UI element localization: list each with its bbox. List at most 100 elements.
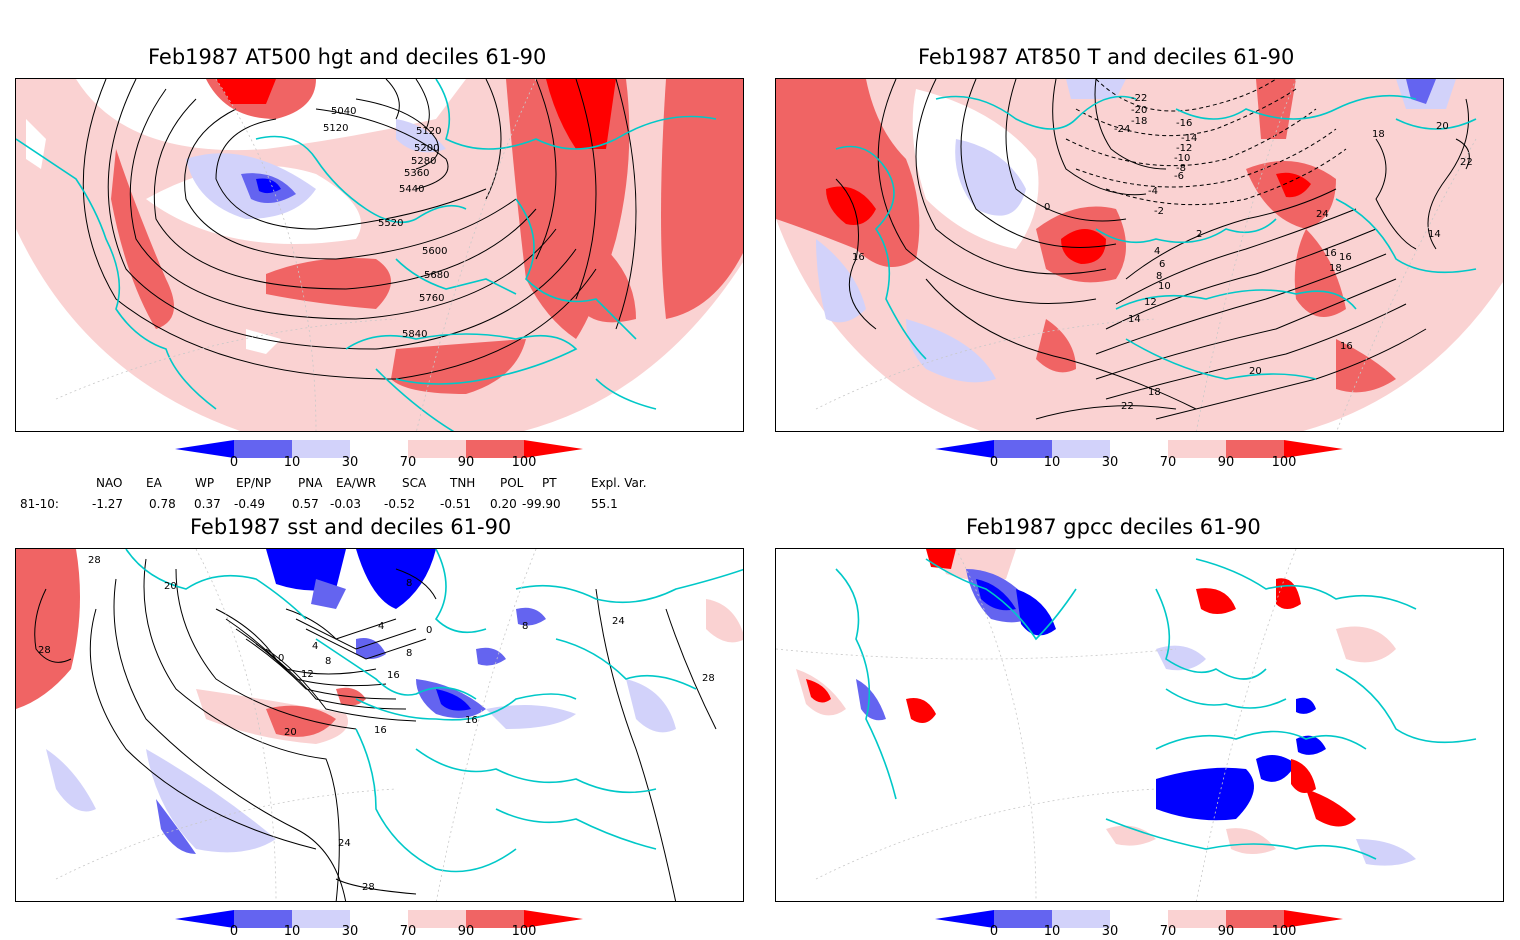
colorbar-swatch (994, 440, 1052, 458)
contour-label: 12 (1144, 297, 1157, 308)
contour-label: 16 (465, 715, 478, 726)
colorbar-swatch (175, 910, 234, 928)
colorbar-swatch (175, 440, 234, 458)
map-sst-canvas: 28 28 20 0 4 8 12 16 20 16 16 24 28 24 2… (16, 549, 743, 901)
colorbar-swatch (1110, 440, 1168, 458)
contour-label: -8 (1176, 163, 1186, 174)
contour-label: 28 (702, 673, 715, 684)
contour-label: 5760 (419, 293, 444, 304)
colorbar-label: 30 (341, 455, 359, 470)
colorbar-label: 10 (1043, 924, 1061, 939)
contour-label: 5040 (331, 106, 356, 117)
index-header: Expl. Var. (591, 476, 647, 490)
colorbar-label: 30 (341, 924, 359, 939)
contour-label: 8 (406, 578, 412, 589)
colorbar-swatch (935, 440, 994, 458)
contour-label: 22 (1460, 157, 1473, 168)
contour-label: -20 (1131, 105, 1147, 116)
contour-label: 5280 (411, 156, 436, 167)
contour-label: 5600 (422, 246, 447, 257)
contour-label: 5120 (416, 126, 441, 137)
contour-label: 8 (1156, 271, 1162, 282)
contour-label: 5520 (378, 218, 403, 229)
colorbar-top-left: 0 10 30 70 90 100 (175, 440, 585, 472)
contour-label: 16 (1340, 341, 1353, 352)
contour-label: 5680 (424, 270, 449, 281)
colorbar-swatch (1284, 440, 1343, 458)
colorbar-swatch (466, 440, 524, 458)
contour-label: 5440 (399, 184, 424, 195)
colorbar-label: 90 (457, 455, 475, 470)
colorbar-swatch (524, 440, 583, 458)
index-header: EP/NP (236, 476, 272, 490)
index-header: EA (146, 476, 162, 490)
index-value: -1.27 (92, 497, 124, 511)
colorbar-swatch (350, 440, 408, 458)
contour-label: -22 (1131, 93, 1147, 104)
contour-label: 20 (164, 581, 177, 592)
index-header: NAO (96, 476, 123, 490)
contour-label: 5840 (402, 329, 427, 340)
contour-label: 8 (406, 648, 412, 659)
map-sst: 28 28 20 0 4 8 12 16 20 16 16 24 28 24 2… (15, 548, 744, 902)
colorbar-bottom-right: 0 10 30 70 90 100 (935, 910, 1345, 940)
index-value: -0.03 (330, 497, 362, 511)
colorbar-bottom-right-swatches (935, 910, 1343, 928)
colorbar-top-right: 0 10 30 70 90 100 (935, 440, 1345, 472)
contour-label: 24 (612, 616, 625, 627)
index-value: -0.51 (440, 497, 472, 511)
contour-label: 16 (1339, 252, 1352, 263)
index-value: 0.57 (292, 497, 319, 511)
contour-label: 14 (1128, 314, 1141, 325)
indices-value-row: 81-10: -1.27 0.78 0.37 -0.49 0.57 -0.03 … (0, 497, 700, 513)
panel-title-gpcc: Feb1987 gpcc deciles 61-90 (966, 515, 1261, 539)
colorbar-label: 0 (229, 455, 239, 470)
colorbar-label: 0 (229, 924, 239, 939)
colorbar-swatch (234, 440, 292, 458)
map-t850-canvas: -22 -20 -18 -16 -14 -12 -24 -10 -8 -6 -4… (776, 79, 1503, 431)
panel-title-sst: Feb1987 sst and deciles 61-90 (190, 515, 512, 539)
contour-label: -24 (1114, 124, 1130, 135)
index-header: EA/WR (336, 476, 377, 490)
contour-label: 28 (88, 555, 101, 566)
colorbar-swatch (350, 910, 408, 928)
contour-label: 16 (374, 725, 387, 736)
panel-title-t850: Feb1987 AT850 T and deciles 61-90 (918, 45, 1295, 69)
colorbar-swatch (1226, 440, 1284, 458)
colorbar-label: 90 (1217, 924, 1235, 939)
colorbar-swatch (292, 440, 350, 458)
contour-label: 0 (278, 653, 284, 664)
contour-label: 4 (378, 621, 384, 632)
colorbar-label: 10 (1043, 455, 1061, 470)
colorbar-swatch (524, 910, 583, 928)
colorbar-bottom-left-swatches (175, 910, 583, 928)
contour-label: 0 (1044, 202, 1050, 213)
colorbar-swatch (408, 440, 466, 458)
colorbar-label: 30 (1101, 924, 1119, 939)
index-value: 0.78 (149, 497, 176, 511)
contour-label: 20 (1249, 366, 1262, 377)
contour-label: -6 (1174, 171, 1184, 182)
index-header: SCA (402, 476, 427, 490)
contour-label: 2 (1196, 229, 1202, 240)
colorbar-swatch (1168, 910, 1226, 928)
contour-label: 5200 (414, 143, 439, 154)
map-hgt500-canvas: 5040 5120 5120 5200 5280 5360 5440 5520 … (16, 79, 743, 431)
contour-label: 20 (1436, 121, 1449, 132)
contour-label: 28 (362, 882, 375, 893)
contour-label: 24 (1316, 209, 1329, 220)
colorbar-swatch (466, 910, 524, 928)
index-value: 0.20 (490, 497, 517, 511)
colorbar-label: 10 (283, 924, 301, 939)
contour-label: -12 (1176, 143, 1192, 154)
colorbar-label: 70 (1159, 924, 1177, 939)
index-value: 0.37 (194, 497, 221, 511)
contour-label: 16 (1324, 248, 1337, 259)
colorbar-swatch (1284, 910, 1343, 928)
contour-label: 8 (325, 656, 331, 667)
contour-label: 4 (1154, 246, 1160, 257)
contour-label: 16 (852, 252, 865, 263)
colorbar-label: 100 (511, 455, 537, 470)
index-value: -0.52 (384, 497, 416, 511)
contour-label: -18 (1131, 116, 1147, 127)
